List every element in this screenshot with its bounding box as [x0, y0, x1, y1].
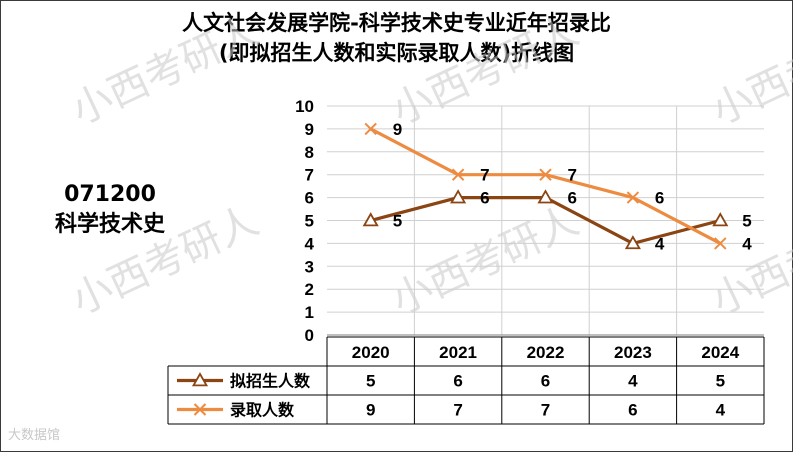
- y-tick-label: 6: [305, 189, 314, 208]
- legend-key-marker: [191, 372, 209, 387]
- table-cell: 7: [453, 401, 462, 420]
- x-category-label: 2023: [614, 343, 652, 362]
- table-cell: 6: [628, 401, 637, 420]
- table-cell: 6: [453, 372, 462, 391]
- table-cell: 5: [716, 372, 725, 391]
- data-point-marker: [364, 122, 377, 136]
- table-cell: 6: [541, 372, 550, 391]
- y-tick-label: 5: [305, 212, 314, 231]
- data-label: 9: [393, 120, 402, 139]
- chart-title: 人文社会发展学院-科学技术史专业近年招录比 (即拟招生人数和实际录取人数)折线图: [0, 8, 793, 68]
- table-cell: 9: [366, 401, 375, 420]
- y-tick-label: 3: [305, 257, 314, 276]
- x-category-label: 2021: [439, 343, 477, 362]
- watermark-text: 小西考研人: [65, 198, 266, 324]
- y-tick-label: 9: [305, 120, 314, 139]
- watermark-text: 小西考研人: [65, 8, 266, 134]
- program-code: 071200: [64, 182, 156, 207]
- y-tick-label: 10: [295, 97, 314, 116]
- x-category-label: 2020: [352, 343, 390, 362]
- y-tick-label: 2: [305, 280, 314, 299]
- data-label: 5: [393, 212, 402, 231]
- y-tick-label: 7: [305, 166, 314, 185]
- data-point-marker: [626, 191, 640, 204]
- data-point-marker: [539, 168, 552, 181]
- y-tick-label: 4: [305, 234, 315, 253]
- y-tick-label: 8: [305, 143, 314, 162]
- data-label: 6: [655, 189, 664, 208]
- data-point-marker: [450, 189, 467, 204]
- data-label: 4: [742, 234, 752, 253]
- x-category-label: 2024: [701, 343, 739, 362]
- legend-series-name: 拟招生人数: [230, 372, 311, 391]
- brand-watermark: 大数据馆: [8, 428, 61, 443]
- program-name: 科学技术史: [54, 212, 165, 237]
- program-label: 071200 科学技术史: [40, 180, 180, 240]
- table-cell: 4: [716, 401, 726, 420]
- table-cell: 5: [366, 372, 375, 391]
- data-point-marker: [537, 189, 554, 204]
- legend-key-marker: [193, 403, 207, 416]
- data-point-marker: [712, 212, 729, 227]
- data-point-marker: [451, 168, 465, 181]
- data-point-marker: [624, 235, 641, 250]
- legend-series-name: 录取人数: [230, 401, 295, 420]
- data-label: 5: [742, 212, 751, 231]
- data-label: 7: [480, 166, 489, 185]
- data-label: 4: [655, 234, 665, 253]
- data-label: 6: [480, 189, 489, 208]
- title-line-1: 人文社会发展学院-科学技术史专业近年招录比: [182, 11, 611, 35]
- title-line-2: (即拟招生人数和实际录取人数)折线图: [218, 41, 575, 65]
- y-tick-label: 0: [305, 326, 314, 345]
- data-point-marker: [714, 237, 727, 250]
- data-point-marker: [362, 212, 379, 227]
- watermark-text: 小西考研人: [705, 8, 793, 134]
- data-label: 7: [568, 166, 577, 185]
- y-tick-label: 1: [305, 303, 314, 322]
- table-cell: 7: [541, 401, 550, 420]
- data-label: 6: [568, 189, 577, 208]
- table-cell: 4: [628, 372, 638, 391]
- x-category-label: 2022: [527, 343, 565, 362]
